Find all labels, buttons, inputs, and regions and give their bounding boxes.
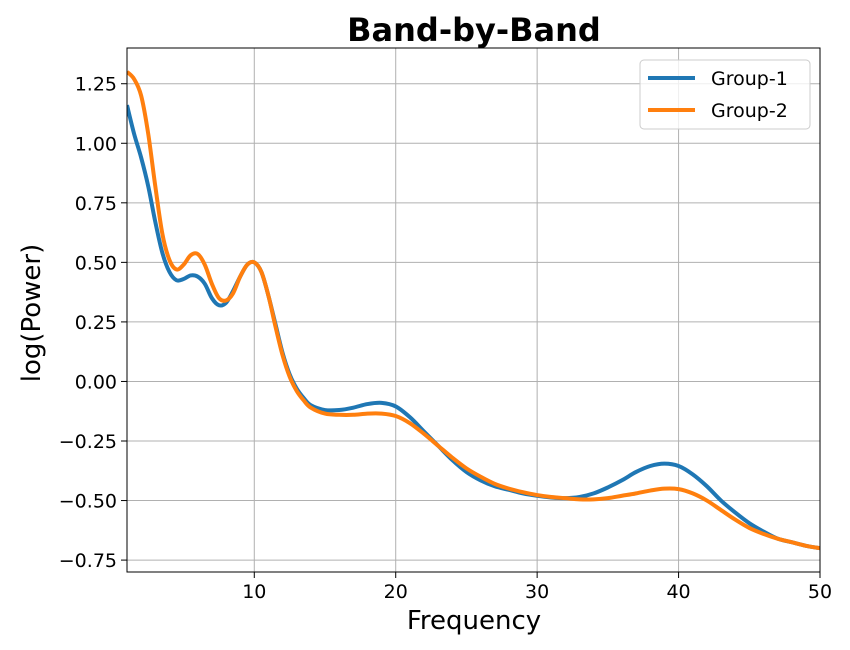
- series-line-1: [127, 104, 820, 551]
- x-tick-label: 30: [525, 581, 549, 603]
- x-axis-label: Frequency: [407, 606, 541, 636]
- x-tick-label: 20: [384, 581, 408, 603]
- y-tick-label: 1.25: [75, 74, 117, 96]
- y-tick-label: 0.75: [75, 193, 117, 215]
- axis-ticks: 10 20 30 40 50 −0.75 −0.50 −0.25 0.00 0.25 0.50 0.7…: [59, 74, 832, 603]
- y-tick-label: 0.25: [75, 312, 117, 334]
- y-tick-label: 1.00: [75, 133, 117, 155]
- chart-title: Band-by-Band: [347, 11, 601, 49]
- x-tick-label: 40: [666, 581, 690, 603]
- y-tick-label: −0.50: [59, 491, 117, 513]
- y-tick-label: −0.75: [59, 550, 117, 572]
- legend-label-1: Group-1: [711, 68, 788, 90]
- legend-label-2: Group-2: [711, 100, 788, 122]
- series-line-2: [127, 70, 820, 551]
- x-tick-label: 50: [808, 581, 832, 603]
- y-tick-label: 0.50: [75, 252, 117, 274]
- legend: Group-1 Group-2: [639, 59, 811, 130]
- grid: [127, 48, 821, 572]
- x-tick-label: 10: [242, 581, 266, 603]
- series-lines: [127, 70, 820, 551]
- plot-area-frame: [126, 47, 821, 573]
- y-tick-label: 0.00: [75, 371, 117, 393]
- y-axis-label: log(Power): [17, 244, 47, 383]
- y-tick-label: −0.25: [59, 431, 117, 453]
